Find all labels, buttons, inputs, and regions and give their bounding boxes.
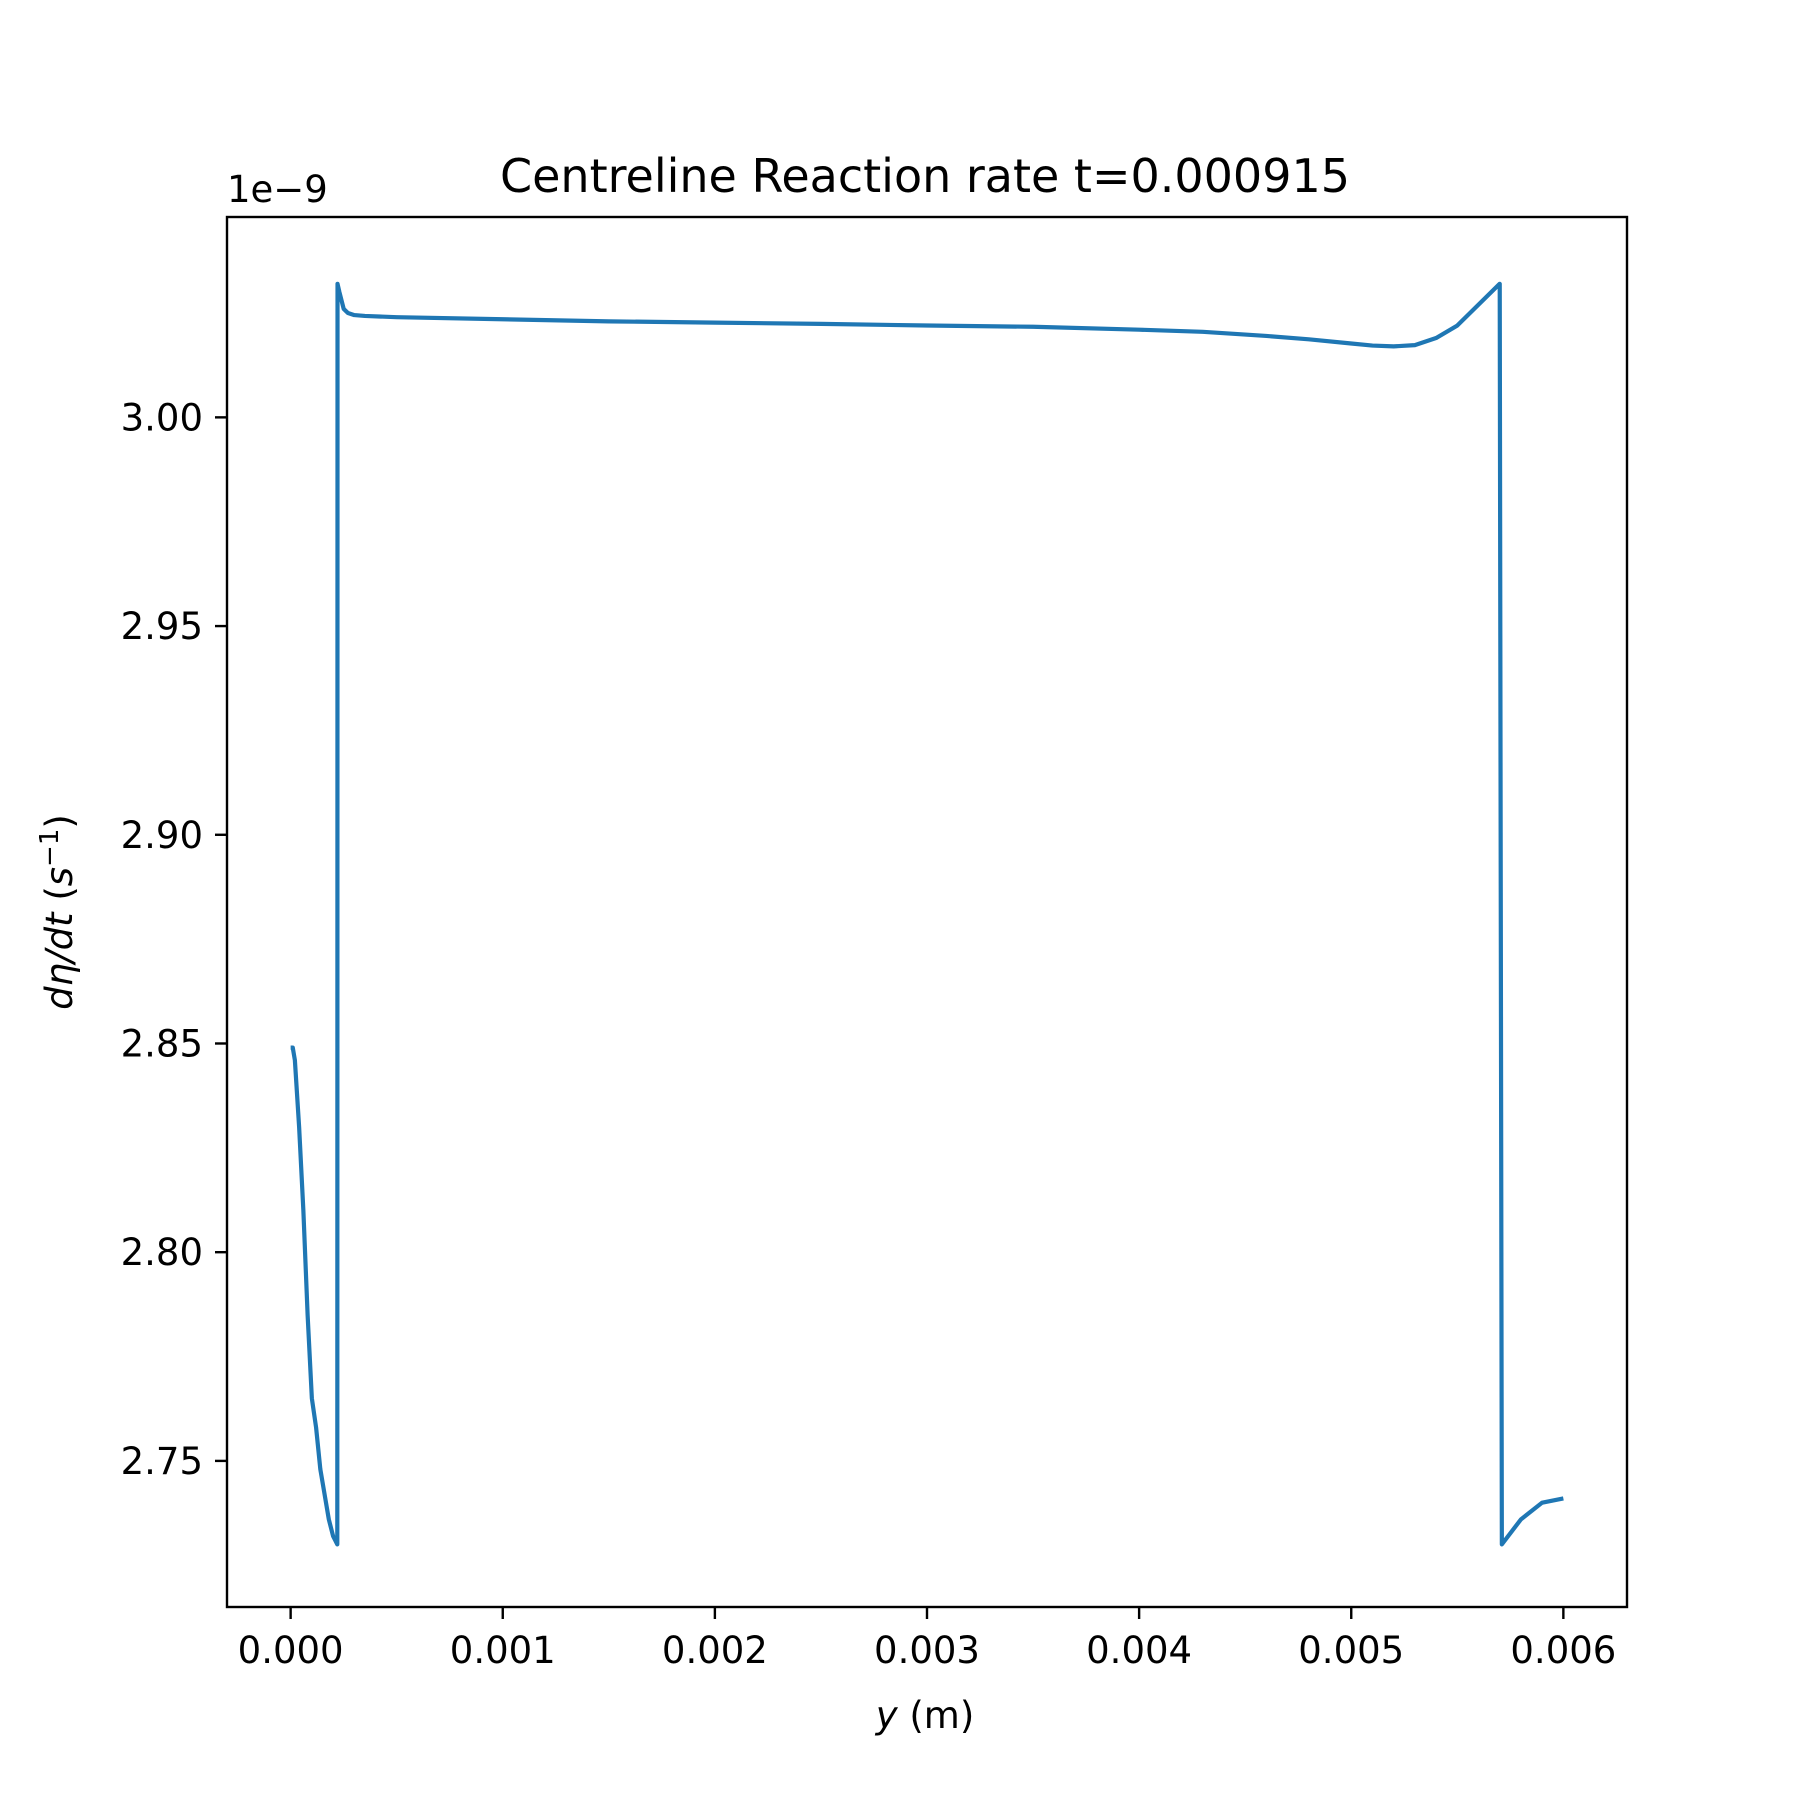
y-axis-label: dη/dt (s−1): [35, 814, 81, 1010]
plot-frame: [225, 215, 1629, 1609]
y-tick-label: 2.90: [121, 814, 203, 857]
y-tick-label: 3.00: [121, 396, 203, 439]
x-axis-label-unit: (m): [898, 1694, 975, 1737]
y-tick-label: 2.95: [121, 605, 203, 648]
x-axis-label-var: y: [875, 1694, 899, 1737]
chart-title: Centreline Reaction rate t=0.000915: [500, 149, 1350, 203]
y-axis-label-close: ): [38, 814, 81, 828]
x-axis-label: y (m): [875, 1694, 975, 1737]
x-tick-label: 0.002: [662, 1629, 768, 1672]
x-tick-label: 0.000: [238, 1629, 344, 1672]
y-offset-label: 1e−9: [227, 168, 328, 211]
x-tick-label: 0.001: [450, 1629, 556, 1672]
y-axis-label-prefix: dη/dt: [38, 911, 81, 1010]
x-tick-label: 0.005: [1298, 1629, 1404, 1672]
y-tick-label: 2.75: [121, 1440, 203, 1483]
ticks-group: 0.000 0.001 0.002 0.003 0.004 0.005 0.006 2.75 2…: [121, 396, 1617, 1672]
y-tick-label: 2.80: [121, 1231, 203, 1274]
y-axis-label-open: (: [38, 886, 81, 912]
x-tick-label: 0.004: [1086, 1629, 1192, 1672]
y-tick-label: 2.85: [121, 1022, 203, 1065]
y-axis-label-base: s: [38, 867, 81, 886]
x-tick-label: 0.003: [874, 1629, 980, 1672]
series-line: [290, 281, 1564, 1547]
x-tick-label: 0.006: [1510, 1629, 1616, 1672]
y-axis-label-sup: −1: [35, 829, 65, 867]
